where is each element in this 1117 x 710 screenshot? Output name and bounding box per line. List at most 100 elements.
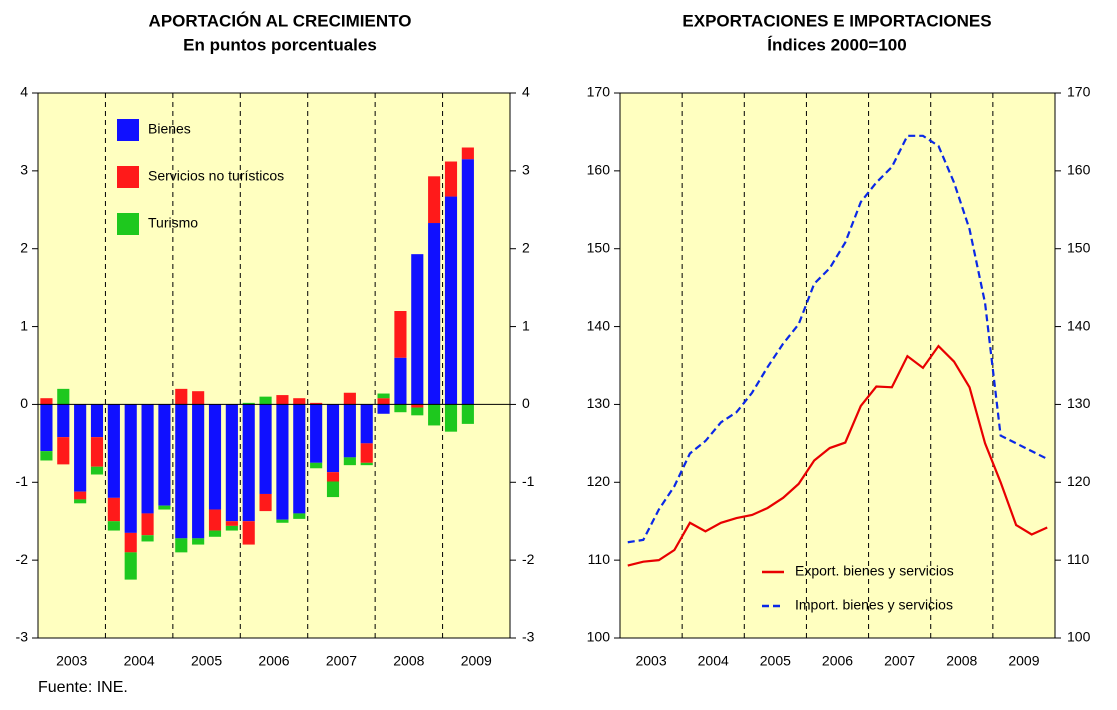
- bar-segment: [411, 404, 424, 408]
- bar-segment: [326, 404, 340, 473]
- bar-segment: [74, 404, 87, 492]
- legend-swatch: [117, 166, 139, 188]
- bar-segment: [74, 491, 87, 500]
- bar-segment: [192, 538, 205, 545]
- bar-segment: [360, 462, 373, 466]
- y-tick-label: 100: [587, 629, 611, 645]
- bar-segment: [74, 499, 87, 504]
- x-tick-label: 2004: [698, 653, 729, 669]
- bar-segment: [310, 402, 323, 405]
- y-tick-label: 1: [20, 317, 28, 333]
- y-tick-label: 130: [587, 395, 611, 411]
- bar-segment: [124, 552, 137, 580]
- bar-segment: [310, 404, 323, 463]
- y-tick-label: 160: [1067, 162, 1091, 178]
- bar-segment: [444, 161, 458, 197]
- y-tick-label: 2: [20, 239, 28, 255]
- y-tick-label: 110: [1067, 551, 1090, 567]
- chart-title: APORTACIÓN AL CRECIMIENTO: [149, 11, 412, 30]
- y-tick-label: -3: [16, 629, 29, 645]
- x-tick-label: 2004: [124, 653, 155, 669]
- bar-segment: [141, 535, 154, 542]
- bar-segment: [343, 392, 356, 405]
- bar-segment: [242, 521, 255, 545]
- legend-label: Bienes: [148, 121, 191, 137]
- bar-segment: [276, 519, 289, 523]
- bar-segment: [444, 404, 458, 432]
- bar-segment: [40, 451, 53, 461]
- source-note: Fuente: INE.: [38, 679, 128, 696]
- x-tick-label: 2008: [946, 653, 977, 669]
- bar-segment: [326, 472, 340, 482]
- bar-segment: [242, 402, 255, 405]
- bar-segment: [360, 404, 373, 444]
- y-tick-label: 3: [20, 162, 28, 178]
- bar-segment: [428, 176, 441, 224]
- bar-segment: [175, 404, 188, 539]
- bar-segment: [175, 538, 188, 553]
- bar-segment: [411, 254, 424, 405]
- y-tick-label: -2: [16, 551, 29, 567]
- bar-segment: [444, 196, 458, 405]
- legend-label: Import. bienes y servicios: [795, 597, 953, 613]
- bar-segment: [293, 404, 306, 514]
- legend-swatch: [117, 213, 139, 235]
- bar-segment: [107, 497, 120, 522]
- legend-label: Export. bienes y servicios: [795, 563, 954, 579]
- y-tick-label: 4: [20, 84, 28, 100]
- x-tick-label: 2006: [258, 653, 289, 669]
- bar-segment: [57, 437, 70, 465]
- y-tick-label: 2: [522, 239, 530, 255]
- bar-segment: [360, 443, 373, 463]
- bar-segment: [208, 530, 222, 537]
- bar-segment: [175, 388, 188, 405]
- y-tick-label: 140: [1067, 317, 1091, 333]
- bar-segment: [428, 404, 441, 426]
- y-tick-label: 160: [587, 162, 611, 178]
- series-line: [627, 344, 1048, 567]
- y-tick-label: 0: [20, 395, 28, 411]
- bar-segment: [57, 404, 70, 438]
- y-tick-label: 150: [1067, 239, 1091, 255]
- plot-frame: [37, 92, 511, 639]
- bar-segment: [293, 398, 306, 405]
- bar-segment: [57, 388, 70, 405]
- bar-segment: [326, 481, 340, 498]
- y-tick-label: 100: [1067, 629, 1091, 645]
- bar-segment: [461, 159, 474, 405]
- bar-segment: [158, 505, 171, 510]
- bar-segment: [40, 398, 53, 405]
- x-tick-label: 2007: [884, 653, 915, 669]
- x-tick-label: 2009: [461, 653, 492, 669]
- bar-segment: [461, 147, 474, 160]
- y-tick-label: 4: [522, 84, 530, 100]
- x-tick-label: 2003: [56, 653, 87, 669]
- bar-segment: [90, 466, 104, 475]
- bar-segment: [343, 457, 356, 466]
- bar-segment: [377, 393, 390, 399]
- legend-swatch: [117, 119, 139, 141]
- bar-segment: [394, 404, 407, 413]
- bar-segment: [141, 513, 154, 536]
- bar-segment: [259, 493, 272, 512]
- x-tick-label: 2006: [822, 653, 853, 669]
- bar-segment: [107, 404, 120, 498]
- x-tick-label: 2009: [1008, 653, 1039, 669]
- y-tick-label: 130: [1067, 395, 1091, 411]
- chart-subtitle: En puntos porcentuales: [183, 35, 377, 54]
- bar-segment: [394, 357, 407, 405]
- bar-segment: [141, 404, 154, 514]
- bar-segment: [225, 521, 238, 526]
- bar-segment: [461, 404, 474, 424]
- bar-segment: [225, 525, 238, 531]
- bar-segment: [90, 437, 104, 467]
- y-tick-label: 0: [522, 395, 530, 411]
- bar-segment: [276, 404, 289, 520]
- bar-segment: [259, 396, 272, 405]
- y-tick-label: 140: [587, 317, 611, 333]
- bar-segment: [377, 398, 390, 405]
- bar-segment: [192, 404, 205, 539]
- y-tick-label: 110: [588, 551, 611, 567]
- bar-segment: [124, 404, 137, 533]
